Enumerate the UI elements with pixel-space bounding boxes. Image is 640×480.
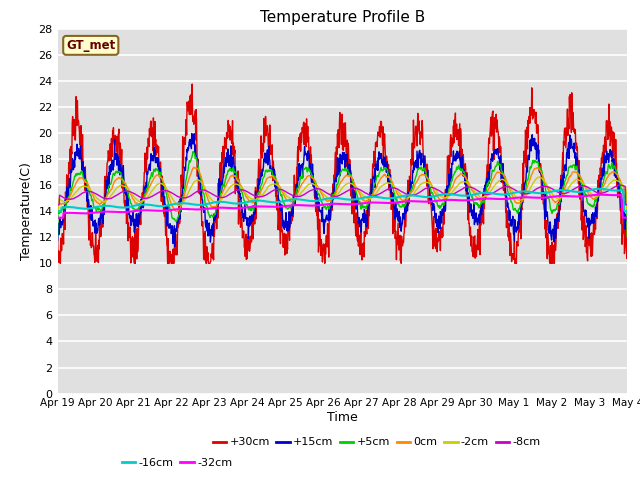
Legend: -16cm, -32cm: -16cm, -32cm — [118, 453, 237, 472]
X-axis label: Time: Time — [327, 411, 358, 424]
Title: Temperature Profile B: Temperature Profile B — [260, 10, 425, 25]
Y-axis label: Temperature(C): Temperature(C) — [20, 162, 33, 260]
Text: GT_met: GT_met — [66, 39, 115, 52]
